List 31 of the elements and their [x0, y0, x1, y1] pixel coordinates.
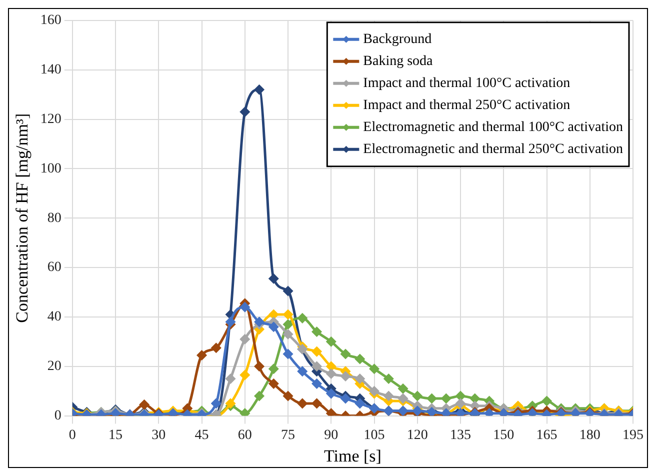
x-tick-label: 105 — [364, 428, 385, 443]
x-tick-label: 30 — [152, 428, 166, 443]
y-tick-label: 0 — [54, 408, 62, 424]
x-tick-label: 0 — [68, 428, 76, 443]
y-tick-label: 140 — [40, 62, 62, 78]
y-tick-label: 120 — [40, 112, 62, 127]
legend-label: Impact and thermal 250°C activation — [363, 98, 570, 114]
y-tick-label: 100 — [40, 161, 62, 176]
y-tick-label: 80 — [47, 210, 62, 226]
legend-label: Electromagnetic and thermal 100°C activation — [363, 120, 624, 136]
y-axis-title: Concentration of HF [mg/nm³] — [12, 113, 32, 323]
y-tick-label: 160 — [40, 13, 62, 28]
legend-label: Impact and thermal 100°C activation — [363, 76, 570, 92]
x-tick-label: 150 — [493, 428, 514, 443]
x-tick-label: 180 — [579, 428, 600, 443]
x-tick-label: 120 — [406, 428, 428, 443]
x-axis-title: Time [s] — [324, 446, 382, 466]
legend-label: Background — [363, 32, 432, 48]
legend-label: Baking soda — [363, 54, 434, 70]
y-tick-label: 40 — [47, 310, 62, 325]
y-tick-label: 20 — [47, 359, 62, 374]
x-tick-label: 165 — [536, 428, 558, 443]
y-tick-label: 60 — [47, 260, 62, 276]
x-tick-label: 75 — [281, 428, 296, 443]
x-tick-label: 60 — [238, 428, 252, 443]
x-tick-label: 15 — [108, 428, 123, 443]
legend-label: Electromagnetic and thermal 250°C activation — [363, 142, 624, 158]
x-tick-label: 90 — [324, 428, 338, 443]
x-tick-label: 135 — [450, 428, 472, 443]
x-tick-label: 195 — [622, 428, 644, 443]
x-tick-label: 45 — [194, 428, 209, 443]
